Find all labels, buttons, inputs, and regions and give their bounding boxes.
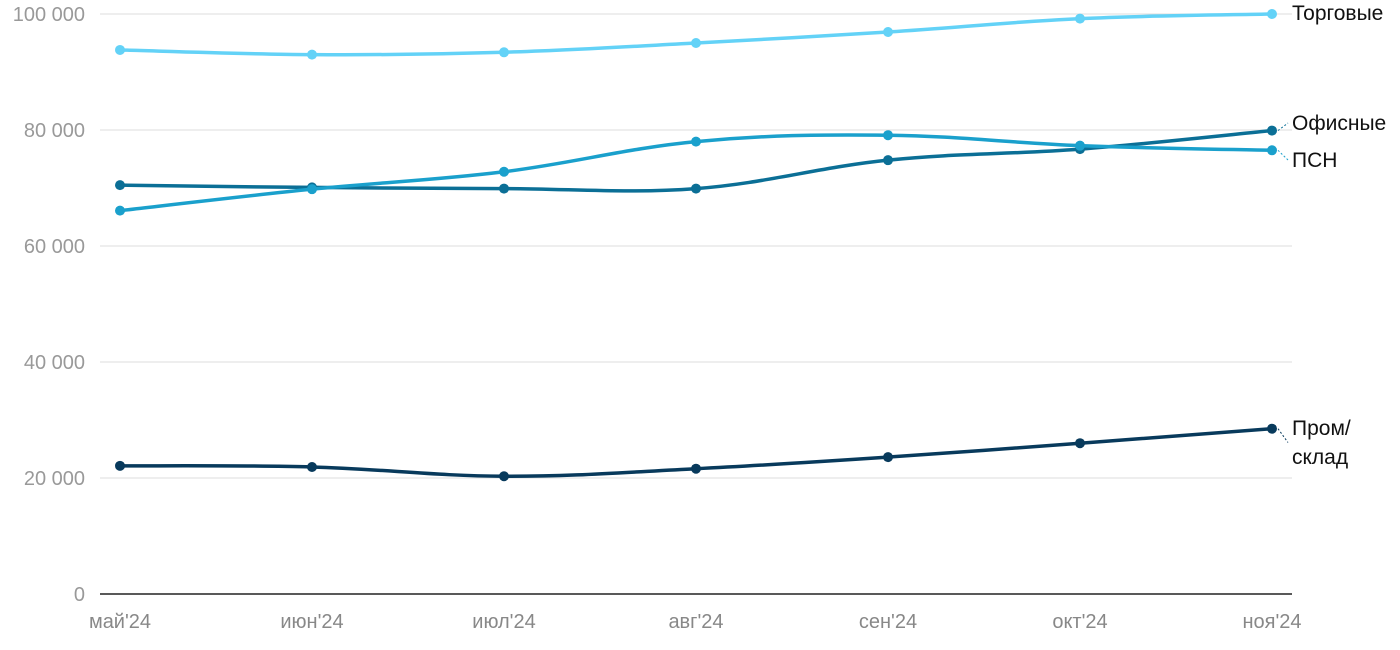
data-point [691,136,701,147]
data-point [115,180,125,191]
data-point [307,184,317,195]
y-tick-label: 0 [74,584,85,606]
y-tick-label: 60 000 [24,236,85,258]
label-connector [1277,122,1289,131]
x-tick-label: ноя'24 [1242,611,1301,633]
data-point [883,452,893,463]
data-point [499,47,509,58]
x-tick-label: окт'24 [1052,611,1107,633]
data-point [1267,423,1277,434]
series [115,130,1277,216]
series-label: ПСН [1292,149,1337,172]
y-axis-tick-labels: 0 20 000 40 000 60 000 80 000 100 000 [13,4,85,606]
data-point [691,38,701,48]
y-tick-label: 20 000 [24,468,85,490]
label-connector [1277,428,1289,443]
data-point [499,471,509,482]
data-point [883,155,893,166]
data-point [1075,438,1085,449]
x-axis-tick-labels: май'24 июн'24 июл'24 авг'24 сен'24 окт'24 ноя'… [89,611,1302,633]
data-point [691,463,701,474]
data-point [115,44,125,55]
y-tick-label: 100 000 [13,4,85,26]
data-point [499,166,509,177]
data-point [883,26,893,37]
label-connector [1277,149,1289,161]
data-point [883,130,893,141]
series-label: Торговые [1292,2,1383,25]
y-tick-label: 40 000 [24,352,85,374]
series-labels: Торговые Офисные ПСН Пром/склад [1277,2,1386,469]
series-label: Офисные [1292,112,1386,135]
x-tick-label: сен'24 [859,611,917,633]
series [115,423,1277,482]
series-label: склад [1292,446,1348,469]
data-point [499,183,509,194]
x-tick-label: авг'24 [668,611,723,633]
data-point [1267,145,1277,156]
grid-layer [100,13,1292,479]
data-point [115,460,125,471]
data-point [115,205,125,216]
series-line [118,12,1274,57]
x-tick-label: май'24 [89,611,151,633]
x-tick-label: июл'24 [472,611,535,633]
x-tick-label: июн'24 [280,611,343,633]
data-point [1267,9,1277,19]
series [115,125,1277,194]
y-tick-label: 80 000 [24,120,85,142]
data-point [307,461,317,472]
series [115,9,1277,60]
data-point [1075,13,1085,24]
data-point [307,49,317,60]
data-point [1075,140,1085,151]
data-point [1267,125,1277,136]
series-label: Пром/ [1292,417,1351,440]
series-layer [115,9,1277,482]
data-point [691,183,701,194]
